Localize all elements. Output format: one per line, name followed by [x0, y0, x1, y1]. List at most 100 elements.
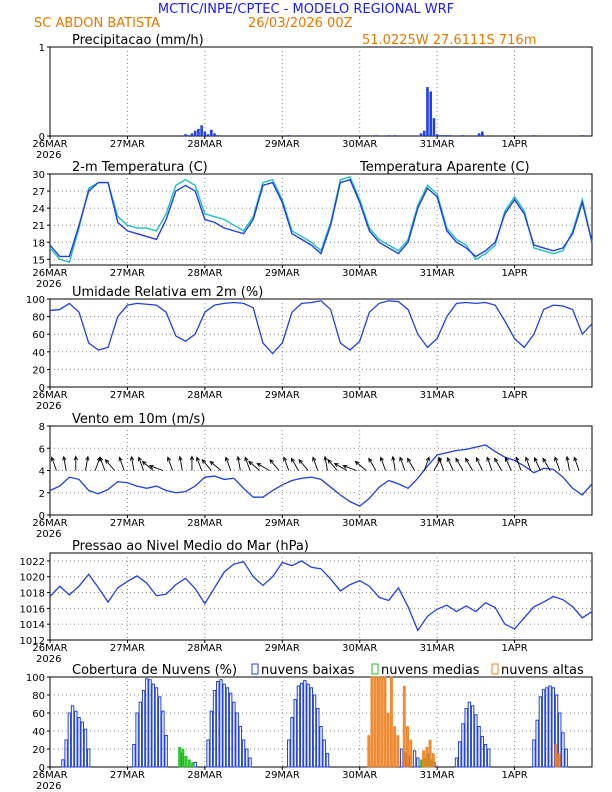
cloud-bar-0 [161, 710, 165, 768]
wind-xtick-label: 29MAR [265, 518, 300, 529]
wind-arrow-head [494, 457, 499, 463]
clouds-ytick-label: 40 [32, 727, 45, 738]
precip-ytick-label: 0 [39, 132, 45, 143]
cloud-bar-2 [406, 726, 409, 768]
precip-xtick-label: 30MAR [342, 139, 377, 150]
cloud-bar-0 [228, 692, 233, 768]
wind-arrow-shaft [355, 461, 367, 471]
cloud-bar-1 [181, 748, 185, 768]
wind-arrow-shaft [283, 457, 290, 471]
temp-frame [49, 173, 593, 266]
panel-temp: 26MAR 27MAR 28MAR 29MAR 30MAR 31MAR 1APR 2026 15… [32, 160, 593, 290]
temp-series-line [49, 175, 593, 264]
panel-wind: 26MAR 27MAR 28MAR 29MAR 30MAR 31MAR 1APR 2026 0 2… [32, 412, 593, 540]
wind-arrow-head [312, 456, 317, 462]
wind-arrow-shaft [94, 457, 101, 471]
wind-arrow-shaft [167, 457, 174, 471]
wind-arrow-head [166, 456, 171, 462]
cloud-bar-2 [389, 676, 393, 768]
wind-arrow-shaft [237, 456, 241, 471]
wind-arrow-shaft [51, 457, 57, 471]
wind-arrow [446, 456, 454, 471]
precip-bar [445, 135, 449, 136]
precip-bar [374, 135, 378, 136]
wind-ytick-label: 2 [39, 489, 45, 500]
cloud-bar-0 [464, 708, 468, 768]
precip-bar [442, 135, 445, 136]
clouds-xtick-label: 31MAR [420, 770, 455, 781]
precip-title: Precipitacao (mm/h) [72, 33, 204, 48]
clouds-ytick-label: 100 [26, 673, 45, 684]
cloud-bar-2 [386, 712, 390, 768]
cloud-bar-0 [225, 687, 230, 768]
cloud-bar-0 [309, 687, 314, 768]
rh-title: Umidade Relativa em 2m (%) [72, 285, 263, 300]
temp-xtick-label: 27MAR [110, 268, 145, 279]
wind-arrow-shaft [368, 458, 377, 471]
cloud-legend-box [371, 663, 379, 675]
precip-xtick-label: 27MAR [110, 139, 145, 150]
temp-ytick-label: 18 [32, 238, 45, 249]
clouds-ytick-label: 20 [32, 745, 45, 756]
wind-arrow-head [425, 456, 430, 462]
wind-arrow-head [62, 455, 67, 461]
cloud-bar-0 [545, 687, 549, 768]
wind-arrow-head [407, 457, 412, 463]
wind-arrow-head [290, 457, 295, 463]
cloud-bar-0 [241, 739, 246, 768]
header-title: MCTIC/INPE/CPTEC - MODELO REGIONAL WRF [158, 2, 454, 17]
wind-arrow [504, 456, 512, 471]
wind-ytick-label: 4 [39, 467, 45, 478]
rh-xtick-year: 2026 [36, 401, 61, 412]
wind-arrow [327, 458, 338, 471]
cloud-bar-0 [564, 748, 568, 768]
rh-ytick-label: 80 [32, 313, 45, 324]
precip-bar [477, 133, 481, 136]
temp-xtick-label: 28MAR [187, 268, 222, 279]
precip-xtick-label: 31MAR [420, 139, 455, 150]
cloud-bar-0 [64, 739, 68, 768]
wind-arrow [225, 456, 232, 471]
temp-ytick-label: 15 [32, 255, 45, 266]
precip-bar [426, 87, 429, 136]
cloud-bar-1 [187, 759, 191, 768]
precip-bar [432, 118, 436, 136]
precip-xtick-label: 26MAR [32, 139, 67, 150]
temp-series-line [49, 178, 593, 258]
wind-arrow-head [269, 458, 274, 464]
wind-xtick-label: 30MAR [342, 518, 377, 529]
cloud-bar-0 [306, 683, 310, 768]
cloud-bar-0 [219, 679, 223, 768]
temp-ytick-label: 24 [32, 204, 45, 215]
wind-arrow [475, 456, 483, 471]
wind-arrow-shaft [327, 459, 338, 471]
cloud-bar-0 [245, 748, 249, 768]
wind-arrow-shaft [334, 463, 348, 471]
cloud-bar-2 [428, 739, 432, 768]
wind-arrow-shaft [542, 458, 551, 471]
wind-xtick-year: 2026 [36, 529, 61, 540]
rh-ytick-label: 0 [39, 383, 45, 394]
wind-arrow [209, 460, 222, 471]
wind-arrow [379, 456, 386, 471]
cloud-bar-0 [416, 757, 420, 768]
cloud-bar-0 [454, 757, 459, 768]
clouds-xtick-label: 30MAR [342, 770, 377, 781]
precip-bar [387, 135, 391, 136]
wind-arrow [298, 458, 309, 471]
wind-arrow [137, 456, 144, 471]
cloud-bar-0 [238, 726, 243, 768]
cloud-bar-0 [477, 726, 481, 768]
wind-arrow [148, 464, 164, 471]
wind-line [49, 444, 593, 507]
wind-arrow-head [73, 455, 78, 461]
cloud-bar-0 [61, 759, 65, 768]
wind-xtick-label: 28MAR [187, 518, 222, 529]
precip-bar [581, 135, 584, 136]
wind-arrow [118, 456, 125, 471]
wind-arrow-head [104, 458, 110, 464]
wind-arrow-shaft [324, 456, 328, 471]
temp-xtick-label: 29MAR [265, 268, 300, 279]
cloud-bar-0 [248, 757, 252, 768]
cloud-bar-0 [325, 753, 330, 768]
